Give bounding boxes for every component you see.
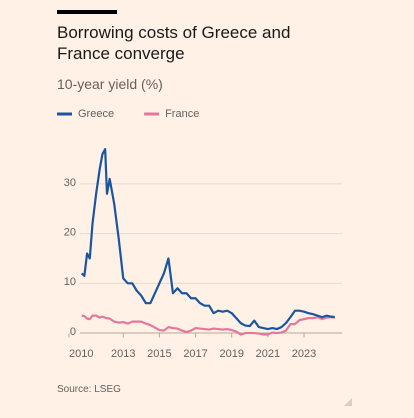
y-tick-label: 20 (64, 227, 76, 239)
x-tick-label: 2019 (219, 348, 243, 360)
y-tick-label: 0 (70, 326, 76, 338)
source-note: Source: LSEG (57, 384, 121, 395)
x-tick-label: 2013 (111, 348, 135, 360)
resize-handle (344, 398, 352, 406)
legend-label: France (165, 108, 199, 120)
legend-label: Greece (78, 108, 114, 120)
x-tick-label: 2017 (183, 348, 207, 360)
header-bar (57, 10, 117, 14)
x-tick-label: 2015 (147, 348, 171, 360)
x-tick-label: 2010 (69, 348, 93, 360)
chart-title: Borrowing costs of Greece and France con… (57, 23, 291, 63)
series-line (81, 314, 335, 336)
y-tick-label: 30 (64, 177, 76, 189)
x-tick-label: 2023 (292, 348, 316, 360)
x-tick-label: 2021 (256, 348, 280, 360)
chart-subtitle: 10-year yield (%) (57, 76, 163, 92)
series-line (80, 147, 335, 331)
y-tick-label: 10 (64, 276, 76, 288)
